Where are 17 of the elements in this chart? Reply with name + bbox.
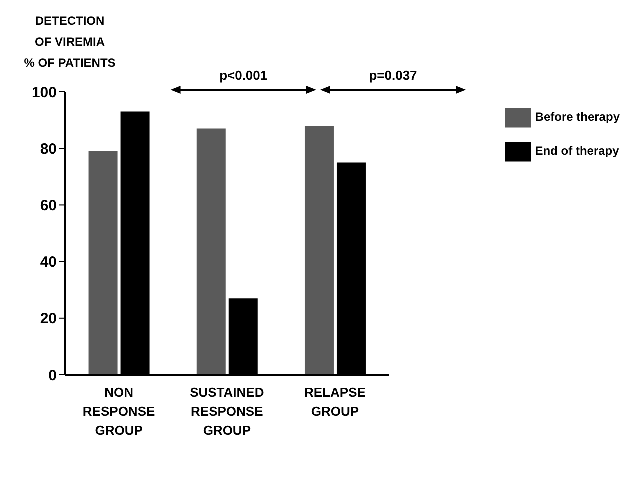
y-tick-label: 80 <box>40 140 57 158</box>
legend-label: End of therapy <box>535 144 620 158</box>
x-tick-label: SUSTAINED RESPONSE GROUP <box>190 385 264 438</box>
y-tick-label: 100 <box>32 84 57 102</box>
x-tick-label: NON RESPONSE GROUP <box>82 385 156 438</box>
x-tick-label: RELAPSE GROUP <box>304 385 366 419</box>
y-tick-label: 0 <box>48 367 57 384</box>
y-tick-label: 60 <box>40 198 57 215</box>
legend-label: Before therapy <box>535 110 620 124</box>
bar <box>196 128 226 375</box>
bar <box>304 126 334 375</box>
y-tick-label: 20 <box>40 310 57 328</box>
text: p=0.037 <box>369 68 418 83</box>
y-tick-label: 40 <box>40 254 57 272</box>
y-axis-title: DETECTION OF VIREMIA % OF PATIENTS <box>24 14 116 70</box>
bar <box>88 151 118 375</box>
text: p<0.001 <box>220 68 268 83</box>
